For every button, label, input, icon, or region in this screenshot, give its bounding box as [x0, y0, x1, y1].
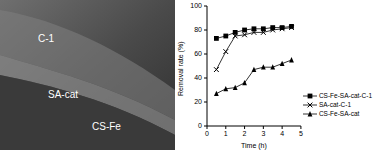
- svg-text:0: 0: [205, 130, 209, 137]
- svg-text:0: 0: [198, 122, 202, 129]
- svg-text:C-1: C-1: [38, 33, 55, 44]
- svg-text:Removal rate (%): Removal rate (%): [177, 42, 185, 96]
- html-text:CS-Fe-SA-cat-C-1: CS-Fe-SA-cat-C-1: [318, 92, 372, 99]
- html-text:SA-cat-C-1: SA-cat-C-1: [318, 101, 352, 108]
- svg-text:40: 40: [194, 74, 202, 81]
- svg-text:100: 100: [190, 2, 202, 9]
- svg-text:60: 60: [194, 50, 202, 57]
- svg-text:3: 3: [261, 130, 265, 137]
- svg-text:Time (h): Time (h): [241, 142, 267, 150]
- svg-text:CS-Fe: CS-Fe: [92, 121, 121, 132]
- html-text:CS-Fe-SA-cat: CS-Fe-SA-cat: [318, 110, 360, 117]
- svg-text:2: 2: [243, 130, 247, 137]
- svg-text:SA-cat: SA-cat: [48, 89, 78, 100]
- svg-text:1: 1: [224, 130, 228, 137]
- svg-text:20: 20: [194, 98, 202, 105]
- svg-text:4: 4: [280, 130, 284, 137]
- svg-text:80: 80: [194, 26, 202, 33]
- svg-text:5: 5: [299, 130, 303, 137]
